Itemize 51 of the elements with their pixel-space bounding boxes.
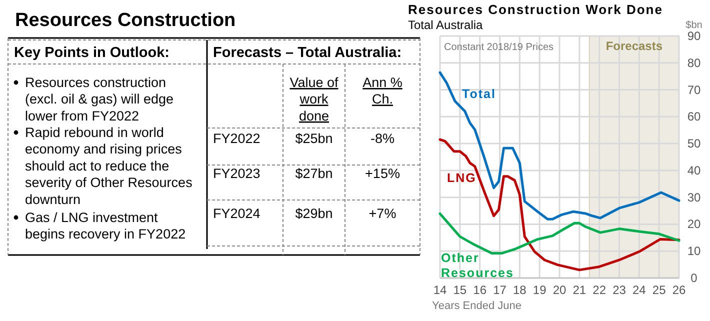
text: Key Points in Outlook:: [14, 45, 170, 61]
series-label: LNG: [447, 171, 476, 185]
y-axis-title: $bn: [686, 20, 702, 31]
y-tick-label: 80: [687, 56, 701, 70]
x-tick-label: 20: [552, 283, 566, 297]
x-tick-label: 16: [473, 283, 487, 297]
x-tick-label: 14: [433, 283, 447, 297]
y-tick-label: 50: [687, 136, 701, 151]
x-tick-label: 15: [453, 283, 467, 297]
x-tick-label: 24: [632, 283, 646, 297]
text: +15%: [365, 166, 400, 181]
text: Ann % Ch.: [362, 75, 402, 107]
x-tick-label: 18: [512, 283, 527, 297]
x-tick-label: 26: [672, 283, 686, 297]
text: FY2024: [213, 206, 261, 221]
text: +7%: [368, 206, 396, 221]
line-series: [438, 71, 680, 220]
chart-subtitle: Total Australia: [408, 18, 484, 32]
x-tick-label: 22: [592, 283, 606, 297]
text: FY2023: [213, 166, 260, 181]
x-tick-label: 21: [572, 283, 586, 297]
y-tick-label: 20: [687, 217, 701, 232]
y-tick-label: 90: [687, 29, 701, 43]
series-label: Other Resources: [441, 251, 514, 280]
x-tick-label: 23: [612, 283, 626, 297]
text: $25bn: [295, 131, 333, 146]
text: FY2022: [213, 131, 260, 146]
chart-title: Resources Construction Work Done: [408, 2, 663, 17]
x-axis-title: Years Ended June: [432, 300, 522, 312]
x-tick-label: 19: [532, 283, 547, 297]
y-tick-label: 10: [687, 244, 701, 258]
band-label: Forecasts: [606, 39, 663, 53]
y-tick-label: 70: [687, 82, 701, 97]
text: Rapid rebound in world economy and rising prices should act to reduce the severity of Other Resources downturn: [25, 125, 193, 207]
text: $29bn: [295, 206, 333, 221]
text: $27bn: [295, 166, 333, 181]
y-tick-label: 60: [687, 110, 701, 124]
y-tick-label: 0: [690, 271, 698, 285]
text: Resources construction (excl. oil & gas) will edge lower from FY2022: [25, 75, 174, 124]
annotation: Constant 2018/19 Prices: [444, 42, 554, 53]
y-tick-label: 40: [687, 163, 701, 178]
text: -8%: [370, 131, 395, 146]
text: Resources Construction: [15, 10, 236, 31]
text: Forecasts – Total Australia:: [213, 45, 402, 61]
text: Value of work done: [290, 75, 339, 124]
line-series: [438, 212, 680, 255]
y-tick-label: 30: [687, 190, 701, 204]
series-label: Total: [462, 87, 496, 101]
x-tick-label: 17: [493, 283, 507, 297]
text: Gas / LNG investment begins recovery in FY2022: [25, 210, 186, 242]
x-tick-label: 25: [652, 283, 666, 297]
